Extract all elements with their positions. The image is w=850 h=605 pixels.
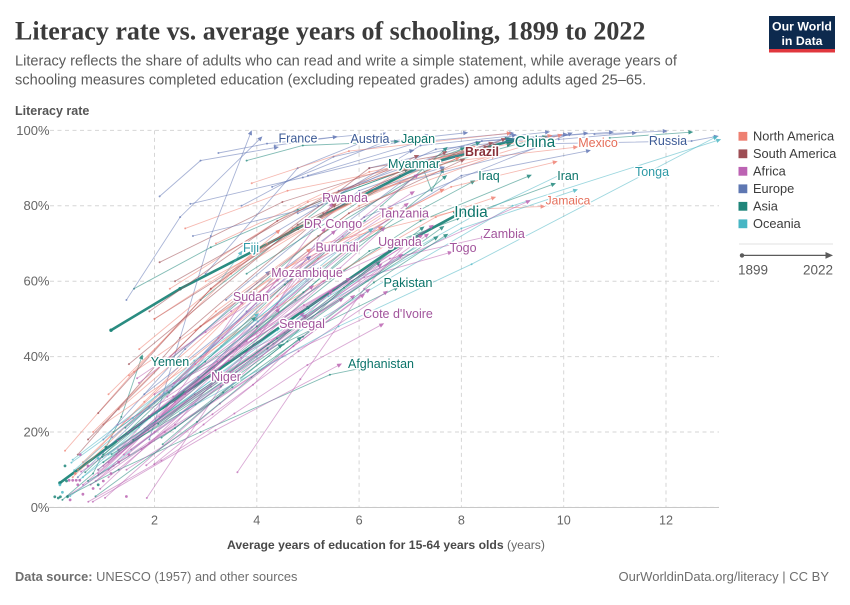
svg-text:80%: 80% — [23, 198, 49, 213]
svg-text:Sudan: Sudan — [233, 290, 269, 304]
svg-text:Asia: Asia — [753, 199, 779, 214]
svg-text:Oceania: Oceania — [753, 216, 802, 231]
svg-text:Jamaica: Jamaica — [546, 194, 591, 208]
svg-text:Japan: Japan — [401, 132, 435, 146]
svg-text:2: 2 — [151, 514, 158, 528]
svg-text:Russia: Russia — [649, 134, 687, 148]
svg-text:Brazil: Brazil — [465, 145, 499, 159]
svg-text:Literacy rate: Literacy rate — [15, 104, 89, 118]
svg-text:Afghanistan: Afghanistan — [348, 357, 414, 371]
svg-text:10: 10 — [557, 514, 571, 528]
svg-text:Mozambique: Mozambique — [271, 266, 343, 280]
svg-text:Uganda: Uganda — [378, 235, 422, 249]
svg-text:12: 12 — [659, 514, 673, 528]
svg-text:Togo: Togo — [449, 241, 476, 255]
svg-text:Myanmar: Myanmar — [388, 157, 440, 171]
svg-text:Data source: UNESCO (1957) and: Data source: UNESCO (1957) and other sou… — [15, 569, 297, 584]
svg-text:North America: North America — [753, 129, 835, 144]
svg-text:60%: 60% — [23, 274, 49, 289]
svg-text:in Data: in Data — [782, 34, 823, 48]
svg-text:Zambia: Zambia — [483, 227, 525, 241]
svg-text:schooling measures completed e: schooling measures completed education (… — [15, 73, 646, 89]
svg-text:OurWorldinData.org/literacy |: OurWorldinData.org/literacy | CC BY — [619, 569, 830, 584]
svg-text:India: India — [454, 204, 488, 221]
svg-text:Yemen: Yemen — [151, 355, 190, 369]
svg-text:Fiji: Fiji — [243, 241, 259, 255]
svg-text:Europe: Europe — [753, 181, 794, 196]
svg-text:Iran: Iran — [557, 169, 579, 183]
svg-text:South America: South America — [753, 146, 837, 161]
svg-text:Austria: Austria — [351, 132, 390, 146]
svg-text:Senegal: Senegal — [279, 317, 325, 331]
svg-text:Iraq: Iraq — [478, 169, 500, 183]
svg-text:100%: 100% — [16, 123, 50, 138]
svg-text:Africa: Africa — [753, 164, 787, 179]
svg-text:Burundi: Burundi — [315, 241, 358, 255]
svg-text:Literacy reflects the share of: Literacy reflects the share of adults wh… — [15, 53, 678, 69]
svg-text:Pakistan: Pakistan — [383, 275, 432, 290]
svg-text:Mexico: Mexico — [578, 136, 618, 150]
svg-text:40%: 40% — [23, 349, 49, 364]
svg-text:China: China — [515, 134, 556, 151]
svg-text:1899: 1899 — [738, 262, 768, 277]
svg-text:Literacy rate vs. average year: Literacy rate vs. average years of schoo… — [15, 17, 645, 46]
svg-text:6: 6 — [356, 514, 363, 528]
svg-text:8: 8 — [458, 514, 465, 528]
svg-text:0%: 0% — [31, 500, 50, 515]
svg-text:Cote d'Ivoire: Cote d'Ivoire — [363, 307, 433, 321]
svg-text:Average years of education for: Average years of education for 15-64 yea… — [227, 538, 545, 552]
svg-text:Rwanda: Rwanda — [322, 191, 368, 205]
svg-text:Niger: Niger — [211, 370, 241, 384]
svg-text:4: 4 — [253, 514, 260, 528]
svg-text:Tonga: Tonga — [635, 165, 669, 179]
svg-text:France: France — [279, 132, 318, 146]
svg-text:2022: 2022 — [803, 262, 833, 277]
svg-text:Our World: Our World — [772, 20, 832, 34]
svg-text:20%: 20% — [23, 424, 49, 439]
svg-text:Tanzania: Tanzania — [379, 207, 429, 221]
svg-text:DR Congo: DR Congo — [304, 217, 362, 231]
